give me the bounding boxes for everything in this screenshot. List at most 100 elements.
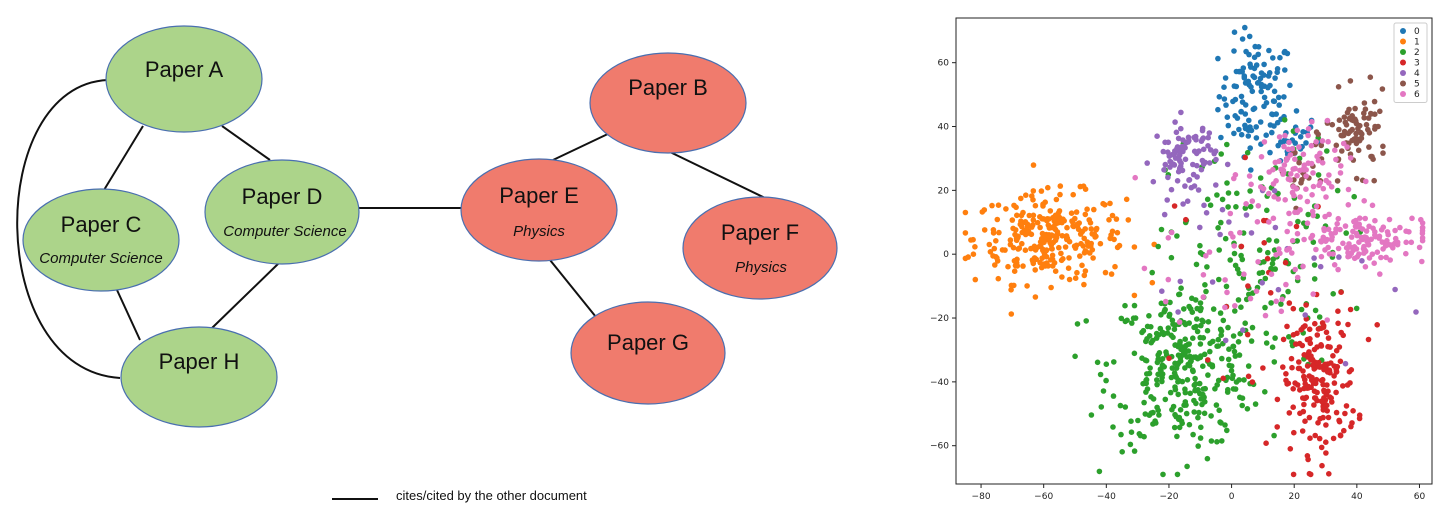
data-point-class-2 xyxy=(1223,283,1230,290)
data-point-class-2 xyxy=(1214,439,1220,445)
data-point-class-4 xyxy=(1174,178,1181,184)
y-tick-label: −60 xyxy=(930,442,949,452)
data-point-class-3 xyxy=(1264,255,1271,262)
data-point-class-6 xyxy=(1261,139,1268,145)
data-point-class-3 xyxy=(1284,323,1290,330)
data-point-class-5 xyxy=(1292,149,1298,156)
data-point-class-2 xyxy=(1208,413,1214,419)
data-point-class-4 xyxy=(1359,258,1365,264)
data-point-class-2 xyxy=(1185,341,1192,348)
data-point-class-2 xyxy=(1235,297,1242,303)
data-point-class-6 xyxy=(1392,235,1399,242)
data-point-class-4 xyxy=(1178,125,1184,132)
data-point-class-2 xyxy=(1218,219,1224,226)
data-point-class-6 xyxy=(1357,215,1363,221)
data-point-class-1 xyxy=(1048,284,1054,291)
data-point-class-0 xyxy=(1252,43,1258,50)
data-point-class-6 xyxy=(1286,139,1292,146)
data-point-class-6 xyxy=(1363,178,1369,185)
data-point-class-4 xyxy=(1161,211,1168,218)
data-point-class-5 xyxy=(1347,78,1354,84)
data-point-class-2 xyxy=(1157,366,1164,373)
data-point-class-3 xyxy=(1288,355,1295,362)
data-point-class-1 xyxy=(1030,162,1037,168)
data-point-class-1 xyxy=(1026,212,1033,219)
data-point-class-2 xyxy=(1324,148,1330,154)
data-point-class-3 xyxy=(1315,326,1322,332)
data-point-class-4 xyxy=(1175,156,1182,162)
data-point-class-6 xyxy=(1384,237,1390,244)
data-point-class-3 xyxy=(1285,380,1292,387)
node-field: Computer Science xyxy=(223,223,346,240)
data-point-class-3 xyxy=(1296,359,1302,365)
data-point-class-3 xyxy=(1322,361,1328,368)
data-point-class-2 xyxy=(1176,424,1183,431)
data-point-class-6 xyxy=(1348,234,1355,240)
data-point-class-6 xyxy=(1282,197,1288,203)
data-point-class-6 xyxy=(1355,221,1361,228)
data-point-class-3 xyxy=(1274,396,1281,403)
data-point-class-4 xyxy=(1182,183,1188,189)
node-title: Paper C xyxy=(61,212,142,237)
data-point-class-2 xyxy=(1256,247,1263,253)
data-point-class-1 xyxy=(993,253,999,260)
data-point-class-2 xyxy=(1330,291,1336,297)
data-point-class-0 xyxy=(1293,108,1300,114)
data-point-class-3 xyxy=(1338,289,1344,296)
data-point-class-1 xyxy=(1011,268,1018,275)
data-point-class-1 xyxy=(1131,292,1138,299)
data-point-class-2 xyxy=(1262,304,1268,311)
data-point-class-6 xyxy=(1276,134,1283,140)
data-point-class-2 xyxy=(1246,291,1252,298)
data-point-class-0 xyxy=(1215,106,1221,113)
data-point-class-2 xyxy=(1296,155,1303,162)
data-point-class-3 xyxy=(1307,340,1314,347)
data-point-class-4 xyxy=(1184,198,1191,204)
data-point-class-1 xyxy=(1058,250,1064,257)
data-point-class-4 xyxy=(1213,182,1219,188)
data-point-class-2 xyxy=(1184,377,1191,383)
data-point-class-1 xyxy=(1030,260,1037,267)
data-point-class-4 xyxy=(1302,312,1308,318)
data-point-class-2 xyxy=(1173,413,1179,420)
data-point-class-6 xyxy=(1371,260,1377,267)
data-point-class-2 xyxy=(1231,348,1238,355)
data-point-class-3 xyxy=(1296,365,1303,372)
data-point-class-4 xyxy=(1171,151,1178,157)
data-point-class-2 xyxy=(1239,256,1246,263)
node-paper-a: Paper A xyxy=(105,25,263,133)
data-point-class-0 xyxy=(1242,111,1249,117)
data-point-class-4 xyxy=(1336,254,1342,260)
data-point-class-6 xyxy=(1315,157,1322,164)
data-point-class-6 xyxy=(1334,221,1340,227)
data-point-class-6 xyxy=(1345,202,1352,208)
data-point-class-2 xyxy=(1136,431,1143,437)
legend-marker xyxy=(1400,59,1406,66)
data-point-class-3 xyxy=(1333,366,1339,373)
data-point-class-5 xyxy=(1341,114,1348,120)
data-point-class-3 xyxy=(1249,379,1256,385)
data-point-class-0 xyxy=(1248,127,1255,134)
data-point-class-2 xyxy=(1111,359,1117,365)
data-point-class-1 xyxy=(1030,188,1037,194)
node-title: Paper D xyxy=(242,184,323,209)
data-point-class-6 xyxy=(1294,127,1301,134)
data-point-class-3 xyxy=(1307,336,1313,342)
data-point-class-0 xyxy=(1231,29,1238,35)
data-point-class-2 xyxy=(1194,328,1201,335)
data-point-class-2 xyxy=(1247,188,1253,194)
data-point-class-5 xyxy=(1353,130,1359,137)
data-point-class-2 xyxy=(1188,358,1194,364)
data-point-class-2 xyxy=(1271,247,1278,253)
data-point-class-4 xyxy=(1182,156,1189,163)
data-point-class-6 xyxy=(1255,203,1262,209)
data-point-class-3 xyxy=(1263,440,1269,447)
data-point-class-2 xyxy=(1225,190,1232,196)
data-point-class-3 xyxy=(1318,343,1325,349)
y-tick-label: −20 xyxy=(930,314,949,324)
data-point-class-3 xyxy=(1347,380,1353,386)
data-point-class-2 xyxy=(1205,372,1211,378)
data-point-class-3 xyxy=(1267,290,1274,296)
data-point-class-0 xyxy=(1266,70,1273,76)
data-point-class-2 xyxy=(1143,357,1150,364)
